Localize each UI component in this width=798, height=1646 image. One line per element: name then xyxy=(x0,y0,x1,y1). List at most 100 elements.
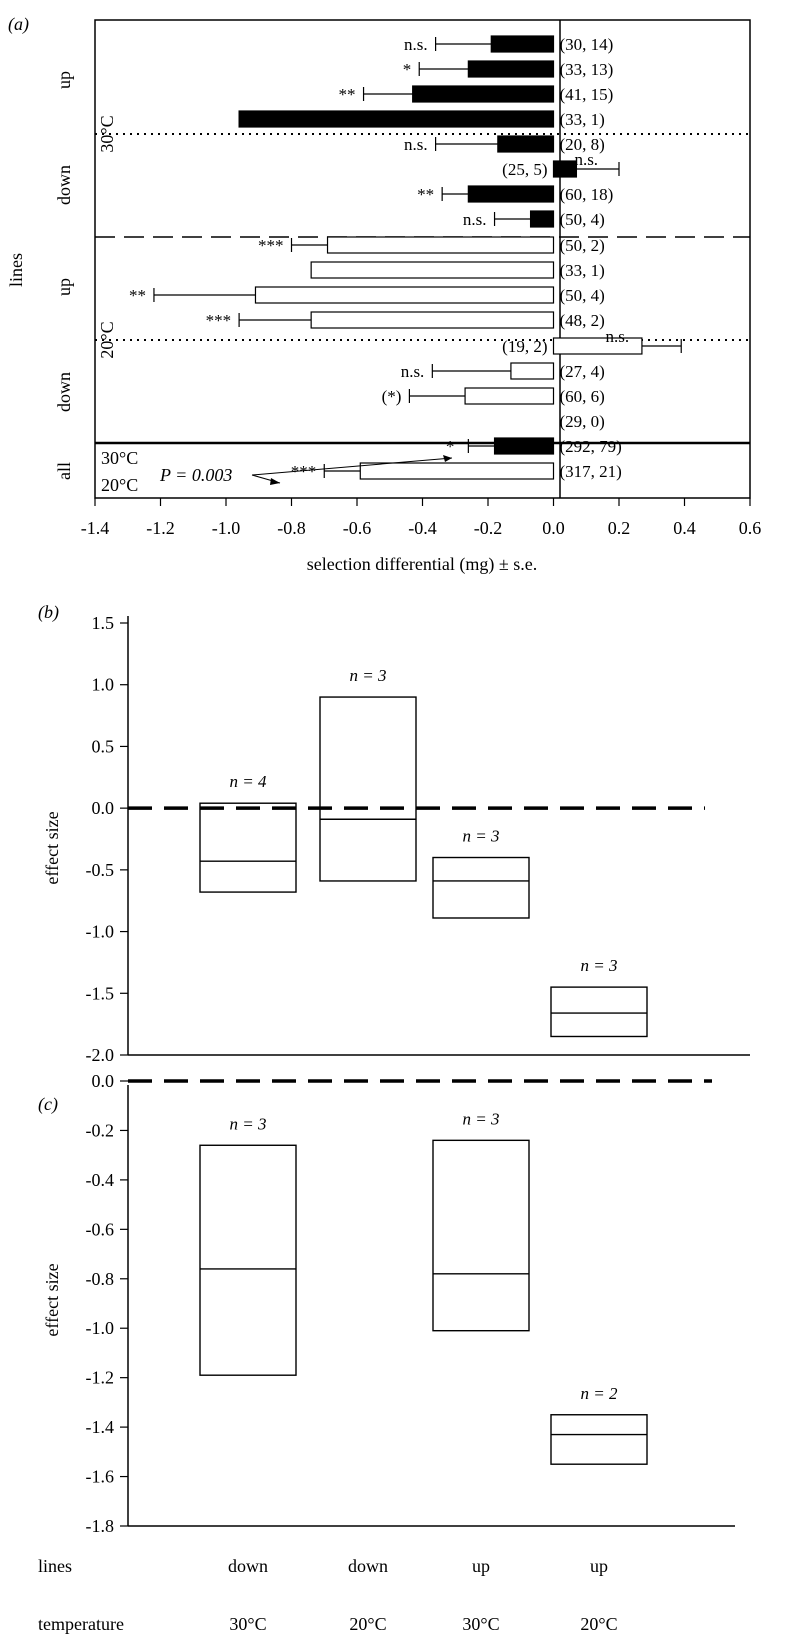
bar xyxy=(326,236,555,254)
sample-size-label: (29, 0) xyxy=(560,412,605,431)
p-arrowhead-20 xyxy=(270,478,280,485)
bar xyxy=(310,311,555,329)
temp-label-20: 20°C xyxy=(97,321,117,358)
bottom-category-axis: lines temperature down down up up 30°C 20°C 30… xyxy=(38,1556,618,1634)
sample-size-label: (25, 5) xyxy=(502,160,547,179)
sample-size-label: (50, 4) xyxy=(560,286,605,305)
sample-size-label: (20, 8) xyxy=(560,135,605,154)
y-tick-label: -0.6 xyxy=(86,1219,115,1239)
y-tick-label: -1.4 xyxy=(86,1417,115,1437)
x-axis-ticks: -1.4 -1.2 -1.0 -0.8 -0.6 -0.4 -0.2 0.0 0.2 0.4 0.6 xyxy=(81,498,762,538)
sample-size-label: (33, 13) xyxy=(560,60,614,79)
panel-a: (a) (30, 14) n.s. (33, 13) * (41, 15) ** (33, … xyxy=(6,14,761,575)
x-tick-label: -1.0 xyxy=(212,518,241,538)
all-30-label: 30°C xyxy=(101,448,138,468)
y-tick-label: 1.0 xyxy=(92,675,115,695)
bar xyxy=(510,362,555,380)
y-tick-label: -0.4 xyxy=(86,1170,115,1190)
y-tick-label: 1.5 xyxy=(92,613,115,633)
sample-count-label: n = 3 xyxy=(463,827,500,846)
group-label-all: all xyxy=(54,462,74,480)
sample-size-label: (317, 21) xyxy=(560,462,622,481)
x-tick-label: -0.2 xyxy=(474,518,503,538)
p-arrowhead-30 xyxy=(443,455,452,462)
y-tick-label: 0.0 xyxy=(92,1071,115,1091)
group-label-up-30: up xyxy=(54,71,74,89)
y-tick-label: -1.5 xyxy=(86,983,115,1003)
row-label-lines: lines xyxy=(38,1556,72,1576)
sample-size-label: (50, 4) xyxy=(560,210,605,229)
y-axis-label: lines xyxy=(6,253,26,287)
x-tick-label: 0.4 xyxy=(673,518,696,538)
sample-size-label: (292, 79) xyxy=(560,437,622,456)
sample-count-label: n = 2 xyxy=(581,1384,618,1403)
box xyxy=(550,1414,648,1465)
box xyxy=(550,986,648,1038)
significance-label: n.s. xyxy=(404,135,428,154)
bar xyxy=(552,160,578,178)
sample-size-label: (50, 2) xyxy=(560,236,605,255)
significance-label: *** xyxy=(258,236,284,255)
significance-label: ** xyxy=(339,85,356,104)
bar xyxy=(467,185,555,203)
significance-label: n.s. xyxy=(574,150,598,169)
y-tick-label: -0.5 xyxy=(86,860,115,880)
y-tick-label: -1.2 xyxy=(86,1368,115,1388)
bar xyxy=(359,462,555,480)
box xyxy=(199,1144,297,1376)
x-tick-label: -1.4 xyxy=(81,518,110,538)
panel-b-y-label: effect size xyxy=(42,811,62,884)
sample-size-label: (48, 2) xyxy=(560,311,605,330)
x-tick-label: -1.2 xyxy=(146,518,175,538)
panel-c: (c) 0.0 -0.2 -0.4 -0.6 -0.8 -1.0 -1.2 -1.4 -1.6 -… xyxy=(38,1071,735,1536)
x-tick-label: 0.0 xyxy=(542,518,565,538)
y-tick-label: -1.0 xyxy=(86,922,115,942)
sample-size-label: (60, 18) xyxy=(560,185,614,204)
panel-c-label: (c) xyxy=(38,1094,58,1115)
sample-size-label: (60, 6) xyxy=(560,387,605,406)
temp-label-30: 30°C xyxy=(97,115,117,152)
significance-label: ** xyxy=(129,286,146,305)
x-tick-label: 0.6 xyxy=(739,518,762,538)
panel-c-y-label: effect size xyxy=(42,1263,62,1336)
y-tick-label: -2.0 xyxy=(86,1045,115,1065)
significance-label: (*) xyxy=(382,387,402,406)
x-tick-label: -0.4 xyxy=(408,518,437,538)
bar xyxy=(490,35,555,53)
category-lines-label: down xyxy=(228,1556,268,1576)
panel-b-y-ticks: 1.5 1.0 0.5 0.0 -0.5 -1.0 -1.5 -2.0 xyxy=(86,613,128,1065)
category-lines-label: down xyxy=(348,1556,388,1576)
bar xyxy=(497,135,555,153)
group-label-up-20: up xyxy=(54,278,74,296)
group-label-down-30: down xyxy=(54,165,74,205)
sample-size-label: (33, 1) xyxy=(560,110,605,129)
sample-count-label: n = 4 xyxy=(230,772,267,791)
significance-label: n.s. xyxy=(606,327,630,346)
sample-size-label: (41, 15) xyxy=(560,85,614,104)
y-tick-label: -0.8 xyxy=(86,1269,115,1289)
panel-a-label: (a) xyxy=(8,14,29,35)
category-temperature-label: 20°C xyxy=(580,1614,617,1634)
y-tick-label: -1.8 xyxy=(86,1516,115,1536)
sample-count-label: n = 3 xyxy=(230,1114,267,1133)
sample-count-label: n = 3 xyxy=(581,956,618,975)
y-tick-label: 0.5 xyxy=(92,736,115,756)
box xyxy=(319,696,417,882)
significance-label: ** xyxy=(417,185,434,204)
sample-size-label: (19, 2) xyxy=(502,337,547,356)
panel-b-boxes: n = 4 n = 3 n = 3 n = 3 xyxy=(199,666,648,1038)
bar xyxy=(493,437,555,455)
bar xyxy=(238,110,555,128)
x-tick-label: 0.2 xyxy=(608,518,631,538)
sample-count-label: n = 3 xyxy=(463,1109,500,1128)
sample-size-label: (30, 14) xyxy=(560,35,614,54)
p-value-label: P = 0.003 xyxy=(159,465,232,485)
bar xyxy=(412,85,555,103)
sample-size-label: (33, 1) xyxy=(560,261,605,280)
bar xyxy=(467,60,555,78)
box xyxy=(432,1139,530,1332)
panel-b: (b) 1.51.00.50.0-0.5-1.0-1.5-2.0 n = 4n … xyxy=(38,602,750,1065)
group-label-down-20: down xyxy=(54,372,74,412)
x-axis-label: selection differential (mg) ± s.e. xyxy=(307,554,537,575)
